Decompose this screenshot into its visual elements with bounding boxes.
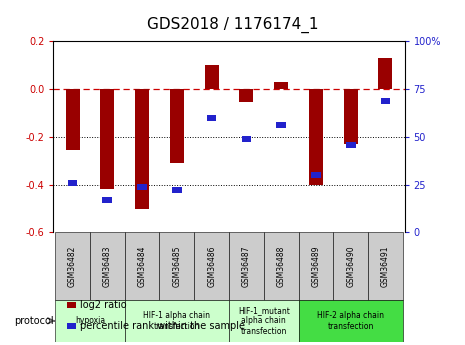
- Text: GSM36487: GSM36487: [242, 246, 251, 287]
- Bar: [299, 233, 333, 300]
- Bar: [207, 115, 217, 121]
- Bar: [264, 233, 299, 300]
- Bar: [66, 89, 80, 150]
- Bar: [380, 98, 390, 104]
- Bar: [194, 233, 229, 300]
- Bar: [90, 233, 125, 300]
- Bar: [170, 89, 184, 163]
- Text: GSM36485: GSM36485: [173, 246, 181, 287]
- Text: HIF-1_mutant
alpha chain
transfection: HIF-1_mutant alpha chain transfection: [238, 306, 290, 336]
- Text: protocol: protocol: [14, 316, 54, 326]
- Bar: [172, 187, 182, 193]
- Bar: [102, 197, 112, 203]
- Text: GSM36488: GSM36488: [277, 246, 286, 287]
- Text: hypoxia: hypoxia: [75, 316, 105, 325]
- Bar: [229, 233, 264, 300]
- Bar: [229, 300, 299, 342]
- Bar: [159, 233, 194, 300]
- Text: GSM36482: GSM36482: [68, 246, 77, 287]
- Bar: [299, 300, 403, 342]
- Bar: [55, 233, 90, 300]
- Bar: [379, 58, 392, 89]
- Bar: [125, 300, 229, 342]
- Text: GSM36490: GSM36490: [346, 245, 355, 287]
- Text: GSM36489: GSM36489: [312, 246, 320, 287]
- Bar: [100, 89, 114, 189]
- Text: HIF-2 alpha chain
transfection: HIF-2 alpha chain transfection: [317, 311, 384, 331]
- Bar: [205, 65, 219, 89]
- Text: log2 ratio: log2 ratio: [80, 300, 127, 310]
- Bar: [309, 89, 323, 185]
- Bar: [368, 233, 403, 300]
- Bar: [135, 89, 149, 208]
- Bar: [68, 180, 78, 186]
- Bar: [274, 82, 288, 89]
- Text: GSM36486: GSM36486: [207, 246, 216, 287]
- Text: percentile rank within the sample: percentile rank within the sample: [80, 321, 246, 331]
- Text: HIF-1 alpha chain
transfection: HIF-1 alpha chain transfection: [143, 311, 210, 331]
- Bar: [241, 136, 251, 142]
- Bar: [346, 141, 356, 148]
- Bar: [311, 172, 321, 178]
- Bar: [55, 300, 125, 342]
- Text: GSM36484: GSM36484: [138, 246, 146, 287]
- Text: GDS2018 / 1176174_1: GDS2018 / 1176174_1: [147, 17, 318, 33]
- Bar: [333, 233, 368, 300]
- Bar: [276, 122, 286, 128]
- Bar: [344, 89, 358, 144]
- Text: GSM36491: GSM36491: [381, 246, 390, 287]
- Text: GSM36483: GSM36483: [103, 246, 112, 287]
- Bar: [239, 89, 253, 102]
- Bar: [125, 233, 159, 300]
- Bar: [137, 184, 147, 189]
